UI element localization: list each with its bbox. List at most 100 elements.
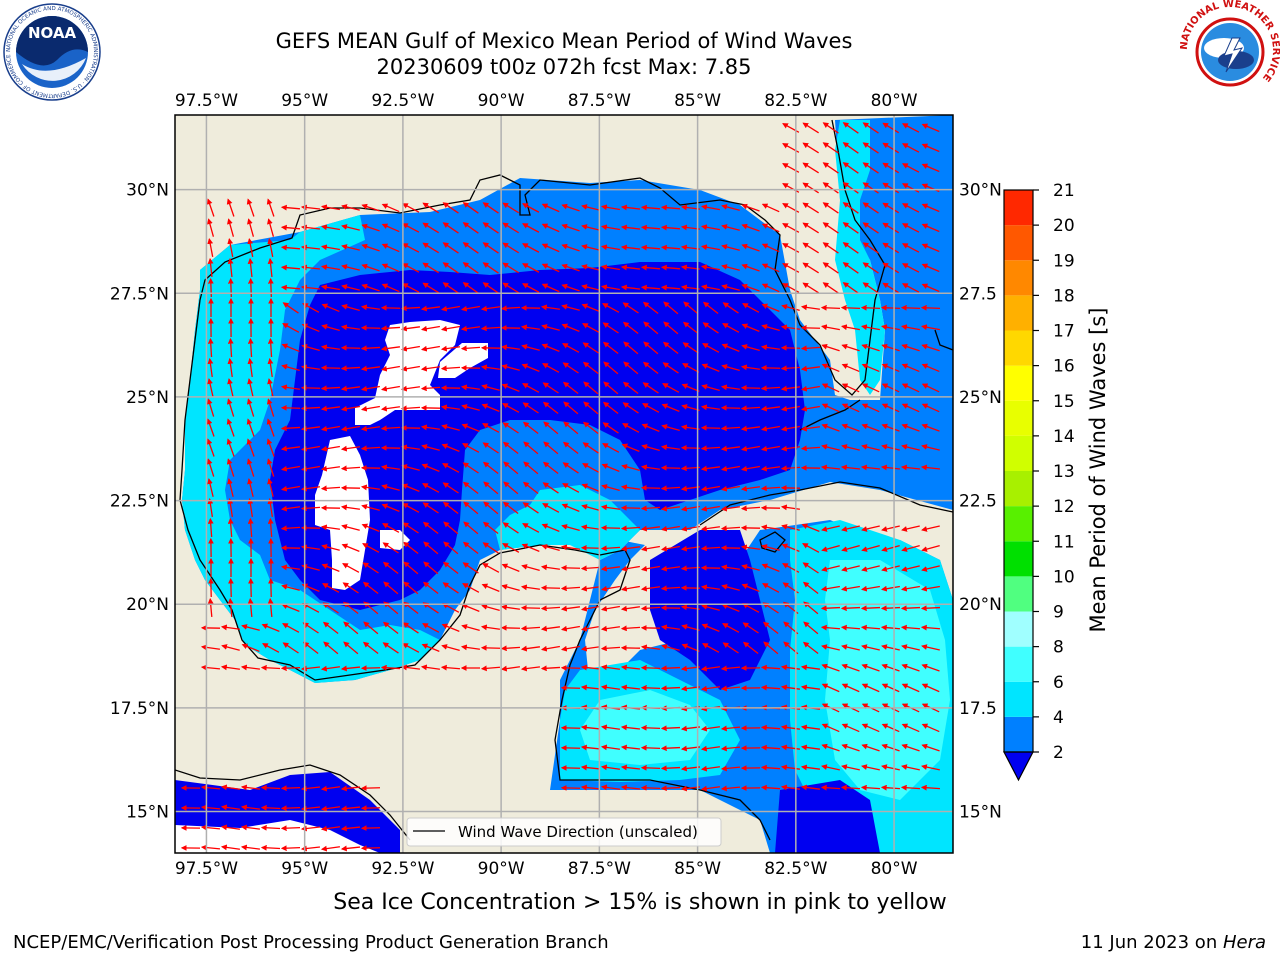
wave-arrow-798 — [261, 623, 280, 632]
wave-arrow-842 — [402, 643, 420, 653]
wave-arrow-732 — [422, 581, 439, 595]
wave-arrow-688 — [280, 564, 301, 571]
wave-arrow-290 — [920, 324, 940, 331]
wave-arrow-23 — [921, 163, 940, 173]
wave-arrow-428 — [720, 404, 741, 411]
wave-arrow-514 — [226, 458, 235, 477]
wave-arrow-952 — [720, 725, 741, 732]
wave-arrow-181 — [227, 277, 234, 298]
wave-arrow-527 — [482, 461, 499, 475]
wave-arrow-573 — [660, 485, 681, 492]
wave-arrow-410 — [360, 405, 380, 412]
wave-arrow-199 — [581, 284, 600, 291]
wave-arrow-530 — [542, 461, 559, 475]
wave-arrow-124 — [561, 243, 580, 252]
wave-arrow-640 — [801, 523, 820, 532]
wave-arrow-881 — [440, 664, 461, 671]
wave-arrow-30 — [901, 183, 920, 193]
wave-arrow-545 — [840, 464, 861, 471]
colorbar-segment-10 — [1004, 365, 1033, 401]
wave-arrow-223 — [321, 303, 340, 313]
wave-arrow-263 — [380, 325, 401, 332]
wave-arrow-836 — [282, 642, 299, 654]
wave-arrow-212 — [842, 282, 859, 294]
wave-arrow-300 — [380, 345, 401, 352]
wave-arrow-43 — [422, 202, 439, 214]
wave-arrow-522 — [380, 464, 401, 471]
wave-arrow-946 — [600, 724, 621, 731]
wave-arrow-1004 — [240, 784, 261, 791]
wave-arrow-880 — [420, 664, 441, 671]
wave-arrow-697 — [462, 562, 479, 574]
wave-arrow-201 — [620, 284, 641, 291]
lon-tick-top-0: 97.5°W — [175, 91, 238, 111]
wave-arrow-568 — [562, 483, 580, 493]
wave-arrow-415 — [461, 404, 480, 411]
wave-arrow-981 — [921, 743, 940, 752]
wave-arrow-705 — [620, 565, 640, 572]
wave-arrow-439 — [206, 418, 215, 437]
wave-arrow-229 — [440, 305, 460, 312]
wave-arrow-226 — [380, 304, 401, 311]
wave-arrow-582 — [247, 497, 254, 517]
sea-ice-note: Sea Ice Concentration > 15% is shown in … — [333, 890, 947, 915]
wave-arrow-372 — [340, 385, 361, 392]
wave-arrow-71 — [247, 218, 255, 237]
wave-arrow-261 — [340, 324, 361, 331]
wave-arrow-900 — [821, 663, 840, 672]
wave-arrow-985 — [620, 764, 641, 771]
wave-arrow-546 — [860, 464, 881, 471]
wave-arrow-1027 — [880, 784, 901, 791]
wave-arrow-913 — [700, 685, 721, 692]
wave-arrow-679 — [841, 545, 860, 552]
wave-arrow-334 — [320, 364, 341, 371]
wave-arrow-213 — [862, 282, 879, 294]
wave-arrow-642 — [841, 525, 860, 532]
wave-arrow-332 — [281, 364, 300, 371]
wave-arrow-960 — [881, 723, 900, 733]
wave-arrow-994 — [800, 764, 821, 771]
wave-arrow-459 — [602, 422, 619, 434]
wave-arrow-288 — [880, 324, 900, 331]
wave-arrow-479 — [266, 438, 275, 457]
wave-arrow-540 — [740, 465, 760, 472]
wave-arrow-418 — [522, 402, 539, 414]
wave-arrow-710 — [720, 564, 741, 571]
wave-arrow-816 — [620, 625, 641, 632]
wave-arrow-354 — [721, 364, 740, 371]
wave-arrow-862 — [802, 641, 819, 655]
wave-arrow-605 — [700, 505, 720, 512]
wave-arrow-567 — [542, 482, 559, 494]
wave-arrow-461 — [641, 423, 660, 433]
wave-arrow-735 — [481, 583, 500, 593]
wave-arrow-489 — [462, 443, 480, 453]
wave-arrow-544 — [820, 464, 841, 471]
wave-arrow-630 — [600, 524, 621, 531]
wave-arrow-424 — [642, 403, 660, 413]
wave-arrow-871 — [240, 664, 261, 671]
wave-arrow-754 — [860, 585, 880, 592]
wave-arrow-276 — [643, 321, 659, 335]
wave-arrow-402 — [206, 398, 215, 417]
wave-arrow-1031 — [200, 804, 221, 811]
wave-arrow-13 — [882, 142, 900, 154]
wave-arrow-78 — [381, 223, 400, 233]
wave-arrow-122 — [522, 243, 540, 253]
wave-arrow-683 — [921, 545, 940, 552]
wave-arrow-398 — [861, 383, 880, 393]
wave-arrow-727 — [322, 583, 340, 593]
wave-arrow-822 — [742, 622, 759, 634]
wave-arrow-695 — [423, 561, 439, 575]
wave-arrow-959 — [861, 723, 880, 733]
wave-arrow-155 — [442, 262, 459, 274]
wave-arrow-27 — [842, 182, 859, 194]
colorbar-segment-14 — [1004, 225, 1033, 261]
wave-arrow-845 — [460, 644, 481, 651]
wave-arrow-25 — [802, 182, 819, 194]
wave-arrow-588 — [361, 504, 380, 511]
wave-arrow-126 — [600, 244, 620, 251]
wave-arrow-657 — [402, 541, 419, 555]
wave-arrow-272 — [561, 323, 580, 332]
wave-arrow-392 — [740, 384, 761, 391]
wave-arrow-1014 — [620, 784, 641, 791]
